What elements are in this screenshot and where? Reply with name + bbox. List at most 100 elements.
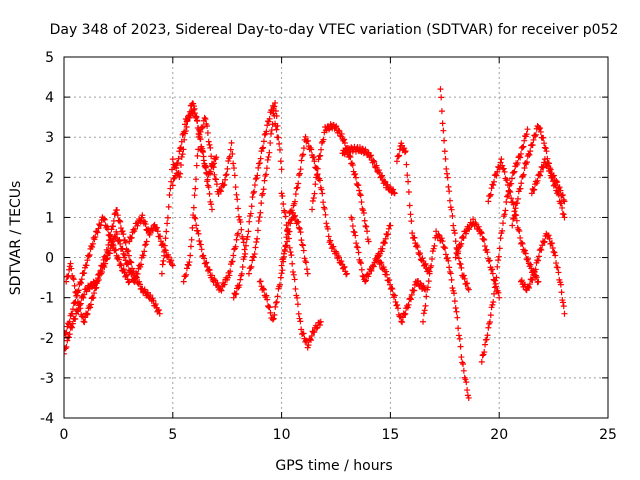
data-point [238,226,245,233]
data-point [317,152,324,159]
data-point [448,276,455,283]
data-point [502,207,509,214]
data-point [247,265,254,272]
data-point [351,229,358,236]
data-point [153,224,160,231]
data-point [357,192,364,199]
data-point [291,276,298,283]
data-point [166,191,173,198]
data-point [288,216,295,223]
data-point [302,133,309,140]
data-point [69,324,76,331]
data-point [301,255,308,262]
data-point [359,145,366,152]
data-point [265,118,272,125]
data-point [308,146,315,153]
data-point [235,213,242,220]
data-point [452,254,459,261]
data-point [88,283,95,290]
data-point [302,258,309,265]
data-point [255,218,262,225]
data-point [225,158,232,165]
y-tick-label: 4 [45,90,54,106]
data-point [421,262,428,269]
data-point [370,263,377,270]
data-point [281,209,288,216]
data-point [205,184,212,191]
data-point [100,215,107,222]
data-point [157,233,164,240]
data-point [83,262,90,269]
data-point [557,281,564,288]
data-point [364,228,371,235]
data-point [421,285,428,292]
data-point [87,304,94,311]
data-point [520,171,527,178]
data-point [381,240,388,247]
data-point [95,225,102,232]
data-point [141,248,148,255]
data-point [443,170,450,177]
data-point [386,276,393,283]
data-point [494,168,501,175]
data-point [81,319,88,326]
data-point [266,115,273,122]
data-point [233,191,240,198]
y-tick-label: -2 [40,331,54,347]
data-point [349,162,356,169]
data-point [319,190,326,197]
data-point [117,218,124,225]
data-point [246,218,253,225]
data-point [213,181,220,188]
data-point [276,146,283,153]
data-point [123,271,130,278]
data-point [405,178,412,185]
data-point [200,153,207,160]
data-point [401,149,408,156]
data-point [190,204,197,211]
data-point [249,194,256,201]
data-point [177,162,184,169]
data-point [281,246,288,253]
x-tick-label: 5 [168,427,177,443]
data-point [287,220,294,227]
data-point [217,188,224,195]
data-point [335,127,342,134]
data-point [190,106,197,113]
data-point [177,145,184,152]
data-point [491,178,498,185]
data-point [390,186,397,193]
data-point [254,172,261,179]
data-point [362,277,369,284]
data-point [343,270,350,277]
data-point [172,172,179,179]
data-point [137,261,144,268]
data-point [286,244,293,251]
data-point [272,303,279,310]
data-point [394,301,401,308]
data-point [481,349,488,356]
data-point [239,235,246,242]
data-point [134,222,141,229]
data-point [292,285,299,292]
data-point [92,285,99,292]
data-point [360,207,367,214]
data-point [559,204,566,211]
data-point [488,185,495,192]
data-point [161,242,168,249]
data-point [250,190,257,197]
data-point [475,223,482,230]
data-point [214,279,221,286]
data-point [417,250,424,257]
data-point [403,161,410,168]
data-point [146,231,153,238]
data-point [411,234,418,241]
data-point [389,285,396,292]
data-point [456,335,463,342]
data-point [142,241,149,248]
data-point [194,227,201,234]
data-point [128,271,135,278]
data-point [125,279,132,286]
data-point [535,257,542,264]
data-point [368,267,375,274]
